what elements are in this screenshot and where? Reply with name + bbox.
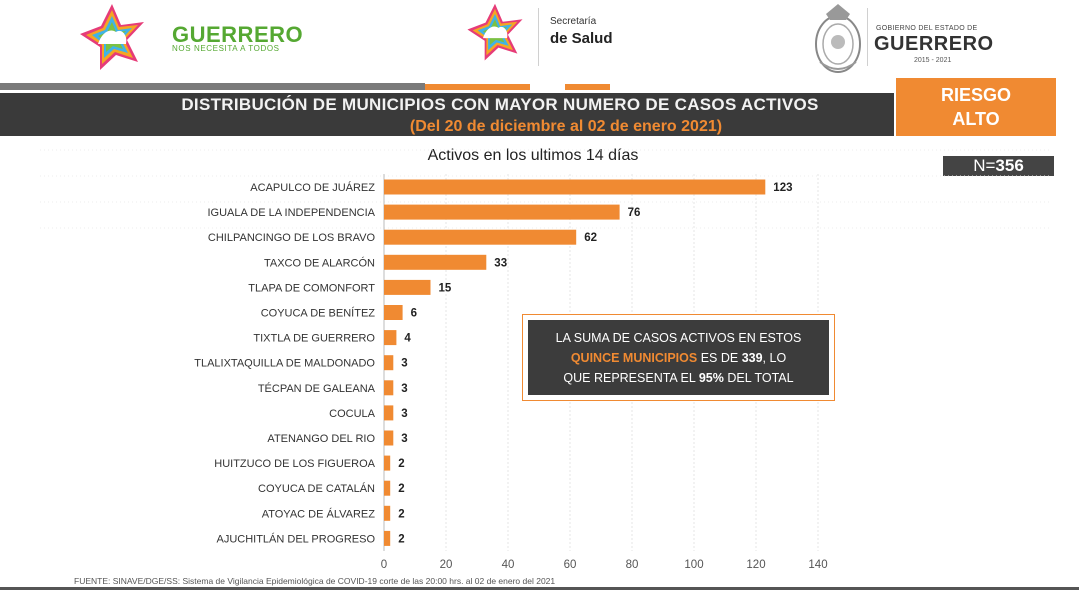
category-label: ACAPULCO DE JUÁREZ [250, 181, 375, 194]
bar [384, 279, 431, 295]
bar [384, 530, 391, 546]
summary-callout: LA SUMA DE CASOS ACTIVOS EN ESTOS QUINCE… [522, 314, 835, 401]
title-accent-orange-2 [565, 84, 610, 90]
category-label: TAXCO DE ALARCÓN [264, 256, 375, 269]
title-accent-line [0, 83, 425, 90]
chart-title: Activos en los ultimos 14 días [427, 147, 639, 164]
category-label: HUITZUCO DE LOS FIGUEROA [214, 458, 375, 470]
bar [384, 380, 394, 396]
x-tick-label: 140 [808, 559, 827, 571]
callout-line3: QUE REPRESENTA EL 95% DEL TOTAL [528, 368, 829, 388]
category-label: CHILPANCINGO DE LOS BRAVO [208, 232, 376, 244]
data-label: 2 [398, 483, 404, 495]
salud-label-line2: de Salud [550, 30, 613, 47]
source-footnote: FUENTE: SINAVE/DGE/SS: Sistema de Vigila… [74, 576, 556, 586]
x-tick-label: 100 [684, 559, 703, 571]
category-label: TLALIXTAQUILLA DE MALDONADO [194, 358, 375, 370]
bar [384, 305, 403, 320]
page-subtitle: (Del 20 de diciembre al 02 de enero 2021… [409, 118, 723, 135]
x-tick-label: 40 [502, 559, 515, 571]
callout-mid: ES DE [697, 351, 742, 365]
data-label: 33 [494, 257, 507, 269]
x-tick-label: 80 [626, 559, 639, 571]
bar [384, 405, 394, 421]
gob-label-line2: GUERRERO [874, 33, 994, 55]
header-divider-2 [867, 8, 868, 66]
state-seal-logo [815, 4, 861, 73]
data-label: 3 [401, 408, 407, 420]
x-tick-label: 0 [381, 559, 387, 571]
bar [384, 480, 391, 496]
bottom-rule [0, 587, 1079, 590]
category-label: TIXTLA DE GUERRERO [253, 333, 375, 345]
bar [384, 430, 394, 446]
bar [384, 505, 391, 521]
category-label: COYUCA DE BENÍTEZ [261, 307, 376, 320]
bar [384, 179, 766, 195]
salud-star-logo [467, 3, 523, 61]
category-label: ATENANGO DEL RIO [267, 433, 375, 445]
data-label: 2 [398, 508, 404, 520]
callout-line1: LA SUMA DE CASOS ACTIVOS EN ESTOS [555, 331, 802, 345]
brand-slogan: NOS NECESITA A TODOS [172, 44, 280, 53]
category-label: COCULA [329, 408, 376, 420]
header-divider [538, 8, 539, 66]
category-label: COYUCA DE CATALÁN [258, 482, 375, 495]
n-badge-prefix: N= [973, 156, 996, 175]
bar [384, 204, 620, 220]
callout-percent: 95% [698, 371, 724, 385]
bar [384, 330, 397, 346]
risk-badge: RIESGO ALTO [896, 78, 1056, 136]
bar [384, 355, 394, 371]
x-tick-label: 60 [564, 559, 577, 571]
bar [384, 455, 391, 471]
x-tick-label: 120 [746, 559, 765, 571]
brand-name: GUERRERO [172, 22, 304, 47]
n-badge: N=356 [943, 156, 1054, 176]
callout-sum: 339 [741, 351, 763, 365]
n-badge-value: 356 [995, 156, 1024, 175]
risk-badge-line2: ALTO [952, 109, 1000, 129]
callout-highlight: QUINCE MUNICIPIOS [570, 351, 698, 365]
risk-badge-line1: RIESGO [940, 85, 1011, 105]
callout-line3-end: DEL TOTAL [723, 371, 794, 385]
data-label: 2 [398, 458, 404, 470]
callout-line2: QUINCE MUNICIPIOS ES DE 339, LO [528, 348, 829, 368]
data-label: 76 [628, 207, 641, 219]
data-label: 3 [401, 358, 407, 370]
data-label: 3 [401, 383, 407, 395]
gob-label-line3: 2015 - 2021 [914, 57, 952, 64]
x-tick-label: 20 [440, 559, 453, 571]
data-label: 123 [773, 182, 792, 194]
bar [384, 229, 577, 245]
data-label: 62 [584, 232, 597, 244]
gob-label-line1: GOBIERNO DEL ESTADO DE [876, 25, 978, 32]
data-label: 15 [439, 282, 452, 294]
header: GUERRERO NOS NECESITA A TODOS Secretaría… [0, 0, 1079, 80]
data-label: 6 [411, 308, 417, 320]
category-label: IGUALA DE LA INDEPENDENCIA [208, 207, 376, 219]
data-label: 4 [404, 333, 411, 345]
category-label: TÉCPAN DE GALEANA [258, 382, 376, 395]
title-bar [0, 93, 894, 136]
category-label: ATOYAC DE ÁLVAREZ [262, 507, 376, 520]
summary-callout-body: LA SUMA DE CASOS ACTIVOS EN ESTOS QUINCE… [528, 320, 829, 395]
callout-mid-end: , LO [762, 351, 787, 365]
data-label: 3 [401, 433, 407, 445]
salud-label-line1: Secretaría [550, 16, 597, 27]
guerrero-star-logo [80, 4, 144, 70]
callout-line3-start: QUE REPRESENTA EL [563, 371, 699, 385]
title-accent-orange-1 [425, 84, 530, 90]
data-label: 2 [398, 533, 404, 545]
page-title: DISTRIBUCIÓN DE MUNICIPIOS CON MAYOR NUM… [181, 95, 819, 114]
category-label: TLAPA DE COMONFORT [248, 282, 375, 294]
category-label: AJUCHITLÁN DEL PROGRESO [216, 532, 375, 545]
bar [384, 254, 487, 270]
